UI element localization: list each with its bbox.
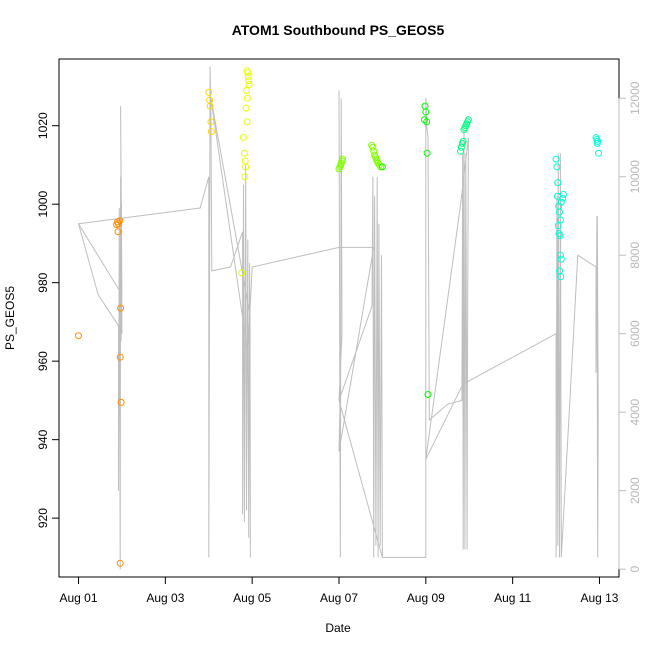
- data-point: [116, 217, 124, 225]
- data-point: [559, 194, 567, 202]
- data-point: [207, 128, 215, 136]
- y-tick-label: 980: [36, 272, 50, 292]
- data-point: [552, 155, 560, 163]
- pressure-points: [75, 67, 603, 567]
- data-point: [245, 81, 253, 88]
- y-tick-label: 960: [36, 351, 50, 371]
- data-point: [242, 163, 250, 171]
- data-point: [464, 116, 472, 124]
- data-point: [556, 216, 564, 224]
- data-point: [378, 163, 386, 171]
- x-tick-label: Aug 01: [60, 591, 98, 605]
- x-tick-label: Aug 09: [407, 591, 445, 605]
- y-tick-label: 920: [36, 508, 50, 528]
- y-tick-label: 1020: [36, 112, 50, 139]
- data-point: [423, 118, 431, 126]
- data-point: [75, 332, 82, 340]
- data-point: [116, 353, 124, 361]
- data-point: [243, 94, 251, 102]
- data-point: [457, 147, 465, 155]
- data-point: [241, 173, 249, 181]
- x-tick-label: Aug 07: [320, 591, 358, 605]
- y2-tick-label: 10000: [628, 160, 642, 194]
- y2-tick-label: 12000: [628, 81, 642, 115]
- data-point: [368, 141, 376, 149]
- data-point: [421, 116, 428, 124]
- data-point: [205, 88, 213, 96]
- data-point: [243, 118, 251, 126]
- data-point: [245, 77, 253, 85]
- altitude-line: [77, 66, 599, 570]
- x-axis-label: Date: [325, 621, 351, 635]
- data-point: [556, 232, 564, 240]
- data-point: [421, 102, 429, 110]
- y-axis-right: 0 2000 4000 6000 8000 10000 12000: [618, 81, 642, 572]
- data-point: [244, 73, 252, 81]
- data-point: [240, 134, 247, 141]
- x-tick-label: Aug 11: [494, 591, 531, 605]
- y2-tick-label: 0: [628, 565, 642, 572]
- altitude-series: [77, 66, 599, 570]
- data-point: [559, 190, 567, 198]
- data-point: [554, 222, 562, 230]
- data-point: [240, 149, 248, 157]
- x-tick-label: Aug 03: [146, 591, 184, 605]
- data-point: [339, 155, 346, 163]
- data-point: [241, 157, 249, 165]
- data-point: [553, 163, 561, 171]
- data-point: [556, 208, 563, 216]
- y-axis-left: 920 940 960 980 1000 1020: [36, 112, 60, 528]
- data-point: [116, 559, 124, 567]
- data-point: [207, 118, 215, 126]
- data-point: [117, 304, 125, 312]
- data-point: [595, 149, 603, 157]
- data-point: [117, 398, 125, 406]
- data-point: [593, 139, 601, 147]
- y-tick-label: 1000: [36, 191, 50, 218]
- data-point: [242, 104, 250, 112]
- y-tick-label: 940: [36, 429, 50, 449]
- data-point: [422, 108, 430, 116]
- data-point: [557, 198, 565, 206]
- data-point: [243, 86, 250, 94]
- y2-tick-label: 2000: [628, 477, 642, 504]
- data-point: [557, 255, 565, 263]
- data-point: [244, 69, 252, 77]
- chart-title: ATOM1 Southbound PS_GEOS5: [232, 22, 445, 38]
- data-point: [369, 143, 377, 151]
- y2-tick-label: 4000: [628, 399, 642, 426]
- data-point: [238, 269, 246, 277]
- data-point: [206, 102, 214, 110]
- x-axis: Aug 01 Aug 03 Aug 05 Aug 07 Aug 09 Aug 11 Aug …: [60, 576, 619, 605]
- y-axis-label: PS_GEOS5: [3, 286, 17, 350]
- data-point: [423, 149, 431, 157]
- x-tick-label: Aug 13: [580, 591, 618, 605]
- data-point: [557, 273, 565, 281]
- y2-tick-label: 8000: [628, 242, 642, 269]
- data-point: [554, 179, 562, 187]
- data-point: [459, 137, 467, 145]
- y2-tick-label: 6000: [628, 320, 642, 347]
- data-point: [424, 391, 432, 398]
- x-tick-label: Aug 05: [233, 591, 271, 605]
- data-point: [556, 251, 564, 259]
- data-point: [114, 228, 122, 236]
